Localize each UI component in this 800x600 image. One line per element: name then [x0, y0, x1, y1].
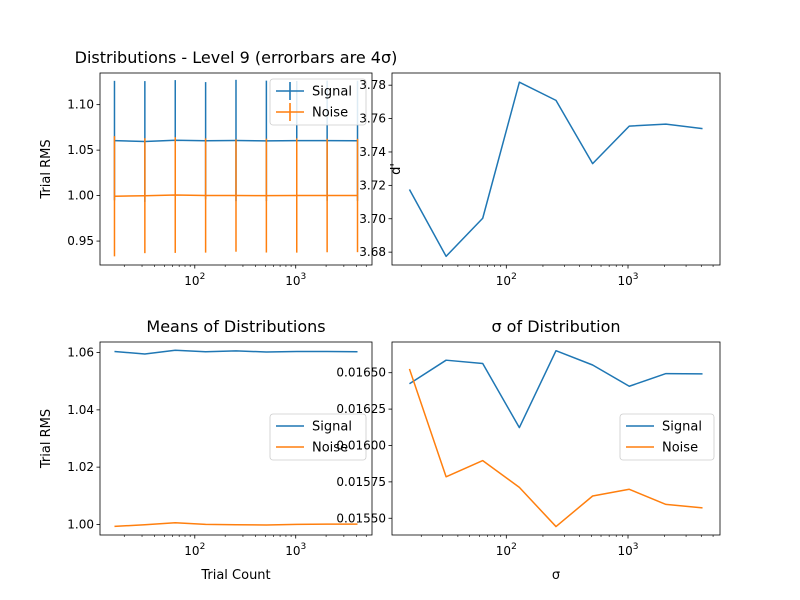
x-tick-exponent: 3 — [300, 542, 306, 552]
series-line — [114, 194, 358, 197]
y-tick-label: 3.72 — [359, 178, 386, 192]
y-axis-label: d' — [389, 163, 404, 175]
series-line — [408, 368, 703, 528]
x-tick-base: 10 — [496, 274, 511, 288]
legend-label: Noise — [662, 441, 698, 456]
x-tick-base: 10 — [285, 544, 300, 558]
y-tick-label: 1.04 — [67, 403, 94, 417]
y-axis-label: Trial RMS — [39, 409, 54, 469]
series-noise — [408, 368, 703, 528]
x-tick-exponent: 3 — [633, 542, 639, 552]
x-tick-exponent: 2 — [200, 272, 206, 282]
x-minor-ticks — [123, 265, 367, 267]
chart-title: Distributions - Level 9 (errorbars are 4… — [75, 48, 398, 67]
axes-frame — [391, 72, 721, 266]
x-tick-label: 103 — [285, 542, 306, 558]
legend-label: Noise — [312, 441, 348, 456]
y-tick-label: 3.74 — [359, 145, 386, 159]
x-tick-label: 102 — [184, 272, 205, 288]
x-tick-base: 10 — [184, 274, 199, 288]
x-tick-base: 10 — [618, 274, 633, 288]
x-axis-label: Trial Count — [200, 568, 270, 583]
series-line — [408, 81, 703, 258]
y-tick-label: 1.00 — [67, 517, 94, 531]
y-tick-label: 0.95 — [67, 234, 94, 248]
x-tick-exponent: 3 — [633, 272, 639, 282]
chart-title: σ of Distribution — [491, 317, 620, 336]
legend-label: Signal — [662, 420, 702, 435]
series-line — [114, 521, 358, 528]
y-tick-label: 1.05 — [67, 143, 94, 157]
legend: Signal Noise — [619, 413, 715, 461]
y-tick-label: 1.10 — [67, 98, 94, 112]
legend-label: Noise — [312, 106, 348, 121]
x-tick-label: 102 — [496, 542, 517, 558]
x-tick-base: 10 — [285, 274, 300, 288]
x-axis-label: σ — [552, 568, 560, 583]
series-line — [114, 349, 358, 355]
series-signal — [409, 349, 703, 429]
x-tick-label: 103 — [285, 272, 306, 288]
y-tick-label: 1.02 — [67, 460, 94, 474]
x-tick-label: 103 — [618, 272, 639, 288]
y-tick-label: 0.01600 — [336, 438, 386, 452]
x-tick-label: 102 — [496, 272, 517, 288]
y-tick-label: 0.01650 — [336, 366, 386, 380]
x-tick-exponent: 3 — [300, 272, 306, 282]
x-minor-ticks — [420, 265, 714, 267]
y-tick-label: 3.70 — [359, 212, 386, 226]
legend-label: Signal — [312, 85, 352, 100]
y-tick-label: 1.00 — [67, 189, 94, 203]
series-line — [408, 81, 703, 258]
x-tick-base: 10 — [496, 544, 511, 558]
legend: Signal Noise — [269, 413, 367, 461]
x-tick-label: 103 — [618, 542, 639, 558]
y-tick-label: 0.01575 — [336, 475, 386, 489]
panel-sigma: 102 1030.015500.015750.016000.016250.0165… — [336, 317, 721, 583]
y-tick-label: 3.78 — [359, 78, 386, 92]
axes-frame — [99, 341, 373, 536]
y-tick-label: 3.68 — [359, 245, 386, 259]
axes-frame — [99, 72, 373, 266]
x-tick-label: 102 — [184, 542, 205, 558]
y-axis-label: Trial RMS — [39, 139, 54, 199]
x-tick-exponent: 2 — [511, 272, 517, 282]
series-line — [409, 349, 703, 429]
x-minor-ticks — [123, 535, 367, 537]
x-minor-ticks — [420, 535, 714, 537]
series-noise — [114, 521, 358, 528]
series-noise — [113, 136, 359, 257]
x-tick-base: 10 — [618, 544, 633, 558]
series-signal — [114, 349, 358, 355]
x-tick-exponent: 2 — [200, 542, 206, 552]
chart-title: Means of Distributions — [146, 317, 325, 336]
axes-frame — [391, 341, 721, 536]
y-tick-label: 3.76 — [359, 112, 386, 126]
x-tick-base: 10 — [184, 544, 199, 558]
x-tick-exponent: 2 — [511, 542, 517, 552]
y-tick-label: 0.01625 — [336, 402, 386, 416]
legend: Signal Noise — [269, 78, 367, 126]
y-tick-label: 0.01550 — [336, 511, 386, 525]
y-tick-label: 1.06 — [67, 346, 94, 360]
legend-label: Signal — [312, 420, 352, 435]
